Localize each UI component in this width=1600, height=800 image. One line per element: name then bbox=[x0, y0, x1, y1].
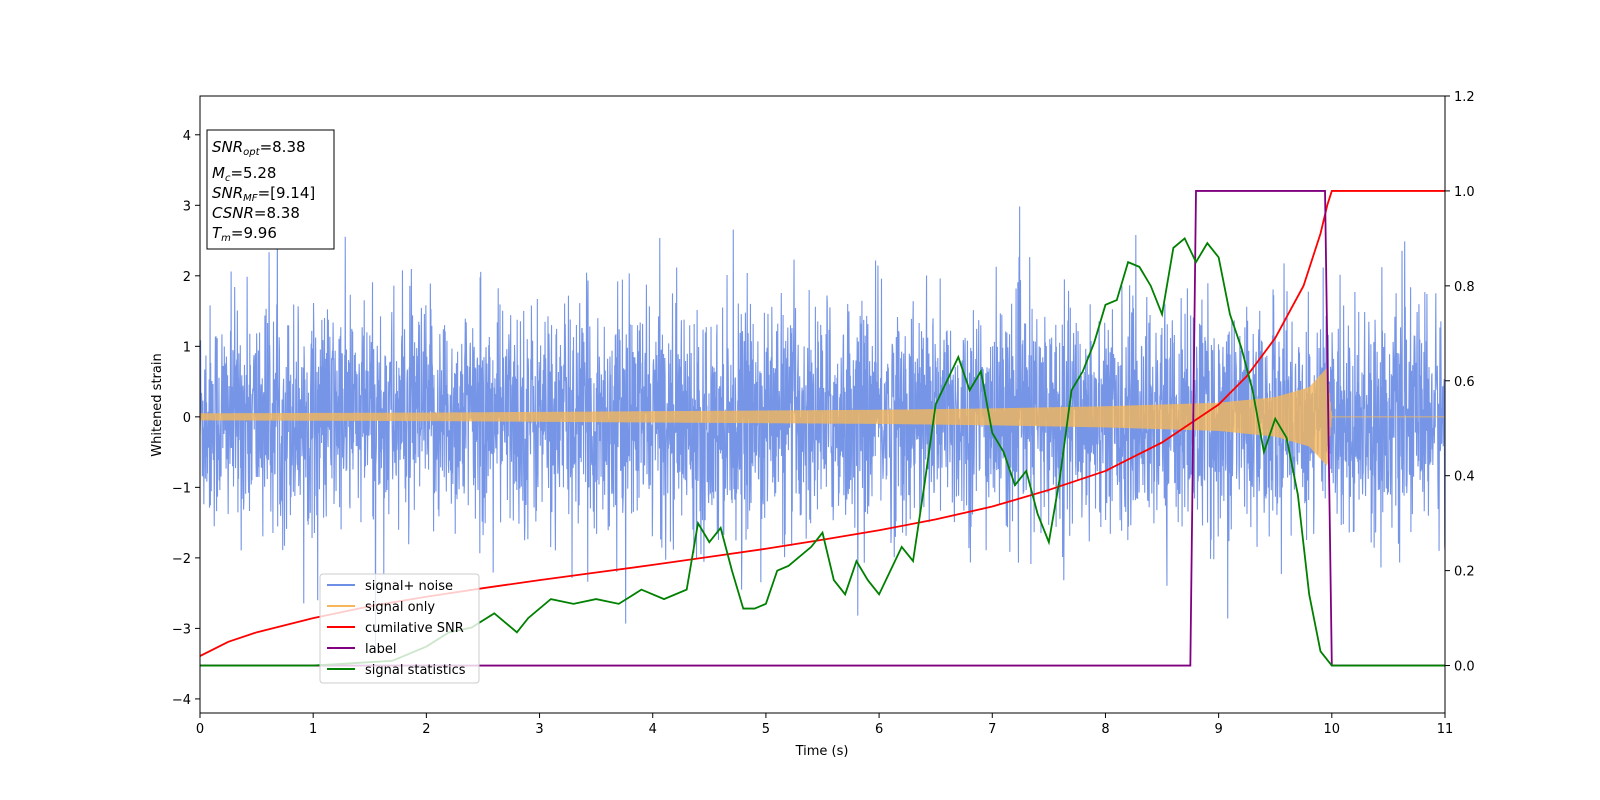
y-axis-right: 0.0 0.2 0.4 0.6 0.8 1.0 1.2 bbox=[1445, 90, 1475, 675]
x-tick-label: 3 bbox=[535, 722, 543, 737]
x-tick-label: 2 bbox=[422, 722, 430, 737]
series-signal-statistics bbox=[200, 236, 1445, 667]
y2-tick-label: 1.2 bbox=[1454, 90, 1475, 105]
y2-tick-label: 0.6 bbox=[1454, 375, 1475, 390]
y2-tick-label: 1.0 bbox=[1454, 185, 1475, 200]
info-box-frame bbox=[206, 129, 335, 250]
plot-frame bbox=[199, 95, 1446, 714]
y-tick-label: −2 bbox=[172, 552, 191, 567]
legend-label-cumilative-snr: cumilative SNR bbox=[365, 621, 464, 636]
legend-label-signal-statistics: signal statistics bbox=[365, 663, 466, 678]
y-axis-left: −4 −3 −2 −1 0 1 2 3 4 bbox=[172, 129, 200, 708]
info-mc: Mc=5.28 bbox=[212, 164, 276, 184]
y-tick-label: 1 bbox=[183, 340, 191, 355]
y-axis-label: Whitened strain bbox=[150, 353, 165, 456]
y-tick-label: 4 bbox=[183, 129, 191, 144]
y2-tick-label: 0.8 bbox=[1454, 280, 1475, 295]
legend-label-signal-noise: signal+ noise bbox=[365, 579, 453, 594]
x-tick-label: 1 bbox=[309, 722, 317, 737]
x-axis: 0 1 2 3 4 5 6 7 8 9 10 11 bbox=[196, 713, 1453, 737]
y-tick-label: −1 bbox=[172, 481, 191, 496]
x-tick-label: 8 bbox=[1101, 722, 1109, 737]
x-tick-label: 11 bbox=[1437, 722, 1454, 737]
x-tick-label: 6 bbox=[875, 722, 883, 737]
legend-frame bbox=[319, 573, 480, 684]
x-tick-label: 9 bbox=[1214, 722, 1222, 737]
info-csnr: CSNR=8.38 bbox=[212, 204, 300, 222]
info-snr-mf: SNRMF=[9.14] bbox=[212, 184, 315, 204]
y-tick-label: −3 bbox=[172, 622, 191, 637]
series-signal-only bbox=[200, 367, 1445, 466]
info-box: SNRopt=8.38 Mc=5.28 SNRMF=[9.14] CSNR=8.… bbox=[206, 129, 335, 250]
y-tick-label: 0 bbox=[183, 411, 191, 426]
x-axis-label: Time (s) bbox=[795, 744, 849, 759]
x-tick-label: 0 bbox=[196, 722, 204, 737]
y-tick-label: −4 bbox=[172, 693, 191, 708]
y2-tick-label: 0.0 bbox=[1454, 660, 1475, 675]
legend-label-signal-only: signal only bbox=[365, 600, 435, 615]
y-tick-label: 2 bbox=[183, 270, 191, 285]
legend: signal+ noise signal only cumilative SNR… bbox=[319, 573, 480, 684]
y2-tick-label: 0.4 bbox=[1454, 470, 1475, 485]
y2-tick-label: 0.2 bbox=[1454, 565, 1475, 580]
x-tick-label: 4 bbox=[649, 722, 657, 737]
legend-label-label: label bbox=[365, 642, 396, 657]
x-tick-label: 7 bbox=[988, 722, 996, 737]
y-tick-label: 3 bbox=[183, 199, 191, 214]
x-tick-label: 5 bbox=[762, 722, 770, 737]
x-tick-label: 10 bbox=[1324, 722, 1341, 737]
info-snr-opt: SNRopt=8.38 bbox=[212, 138, 306, 158]
info-tm: Tm=9.96 bbox=[212, 224, 277, 244]
